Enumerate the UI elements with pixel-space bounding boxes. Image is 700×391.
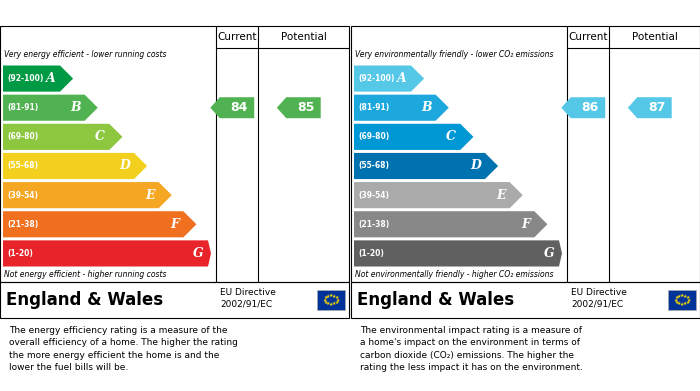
Polygon shape <box>354 182 523 208</box>
Text: The energy efficiency rating is a measure of the
overall efficiency of a home. T: The energy efficiency rating is a measur… <box>8 326 237 372</box>
Text: Not environmentally friendly - higher CO₂ emissions: Not environmentally friendly - higher CO… <box>355 270 554 279</box>
Text: ★: ★ <box>323 300 328 305</box>
Text: (21-38): (21-38) <box>358 220 389 229</box>
Text: D: D <box>470 160 481 172</box>
Text: B: B <box>421 101 432 114</box>
Polygon shape <box>354 211 547 237</box>
Text: ★: ★ <box>323 298 327 303</box>
Text: Potential: Potential <box>281 32 326 42</box>
Polygon shape <box>354 153 498 179</box>
Text: ★: ★ <box>326 301 330 307</box>
Text: C: C <box>95 130 105 143</box>
Text: F: F <box>171 218 179 231</box>
Text: (81-91): (81-91) <box>358 103 389 112</box>
Text: (21-38): (21-38) <box>7 220 38 229</box>
Text: ★: ★ <box>680 293 684 298</box>
Text: ★: ★ <box>683 294 687 299</box>
Text: Energy Efficiency Rating: Energy Efficiency Rating <box>8 7 192 20</box>
Text: Very environmentally friendly - lower CO₂ emissions: Very environmentally friendly - lower CO… <box>355 50 554 59</box>
Polygon shape <box>3 211 197 237</box>
Text: ★: ★ <box>680 302 684 307</box>
Text: D: D <box>119 160 130 172</box>
Text: ★: ★ <box>674 295 678 300</box>
Bar <box>317 290 345 310</box>
Text: Potential: Potential <box>631 32 678 42</box>
Text: ★: ★ <box>332 301 337 307</box>
Text: (39-54): (39-54) <box>358 191 389 200</box>
Text: C: C <box>447 130 456 143</box>
Text: G: G <box>193 247 204 260</box>
Polygon shape <box>3 95 98 121</box>
Text: (1-20): (1-20) <box>358 249 384 258</box>
Polygon shape <box>354 66 424 91</box>
Text: ★: ★ <box>335 300 339 305</box>
Text: (69-80): (69-80) <box>358 133 389 142</box>
Polygon shape <box>3 182 172 208</box>
Text: B: B <box>70 101 80 114</box>
Text: 84: 84 <box>230 101 248 114</box>
Polygon shape <box>3 124 122 150</box>
Text: ★: ★ <box>329 302 333 307</box>
Text: (39-54): (39-54) <box>7 191 38 200</box>
Text: 86: 86 <box>582 101 598 114</box>
Text: ★: ★ <box>685 300 690 305</box>
Polygon shape <box>354 95 449 121</box>
Text: F: F <box>522 218 531 231</box>
Text: ★: ★ <box>673 298 678 303</box>
Text: ★: ★ <box>685 295 690 300</box>
Text: Current: Current <box>217 32 257 42</box>
Text: ★: ★ <box>335 295 339 300</box>
Text: A: A <box>46 72 56 85</box>
Text: Very energy efficient - lower running costs: Very energy efficient - lower running co… <box>4 50 167 59</box>
Text: EU Directive
2002/91/EC: EU Directive 2002/91/EC <box>571 288 626 308</box>
Text: The environmental impact rating is a measure of
a home's impact on the environme: The environmental impact rating is a mea… <box>360 326 582 372</box>
Text: (69-80): (69-80) <box>7 133 38 142</box>
Polygon shape <box>276 97 321 118</box>
Text: (81-91): (81-91) <box>7 103 38 112</box>
Text: 85: 85 <box>297 101 314 114</box>
Text: (55-68): (55-68) <box>358 161 389 170</box>
Polygon shape <box>3 66 73 91</box>
Text: ★: ★ <box>326 294 330 299</box>
Text: G: G <box>545 247 555 260</box>
Text: A: A <box>398 72 407 85</box>
Polygon shape <box>354 240 562 267</box>
Text: EU Directive
2002/91/EC: EU Directive 2002/91/EC <box>220 288 276 308</box>
Text: Not energy efficient - higher running costs: Not energy efficient - higher running co… <box>4 270 167 279</box>
Text: Current: Current <box>568 32 608 42</box>
Polygon shape <box>3 240 211 267</box>
Polygon shape <box>628 97 672 118</box>
Text: ★: ★ <box>335 298 340 303</box>
Text: England & Wales: England & Wales <box>357 291 514 309</box>
Text: ★: ★ <box>674 300 678 305</box>
Text: E: E <box>496 188 505 202</box>
Text: ★: ★ <box>323 295 328 300</box>
Polygon shape <box>3 153 147 179</box>
Text: E: E <box>145 188 155 202</box>
Text: (92-100): (92-100) <box>7 74 43 83</box>
Text: ★: ★ <box>677 294 681 299</box>
Text: ★: ★ <box>329 293 333 298</box>
Polygon shape <box>354 124 473 150</box>
Text: ★: ★ <box>677 301 681 307</box>
Polygon shape <box>210 97 254 118</box>
Text: (55-68): (55-68) <box>7 161 38 170</box>
Text: ★: ★ <box>683 301 687 307</box>
Text: (92-100): (92-100) <box>358 74 394 83</box>
Text: ★: ★ <box>686 298 691 303</box>
Text: (1-20): (1-20) <box>7 249 33 258</box>
Text: England & Wales: England & Wales <box>6 291 163 309</box>
Text: 87: 87 <box>648 101 665 114</box>
Text: Environmental Impact (CO₂) Rating: Environmental Impact (CO₂) Rating <box>360 7 622 20</box>
Text: ★: ★ <box>332 294 337 299</box>
Polygon shape <box>561 97 605 118</box>
Bar <box>668 290 696 310</box>
